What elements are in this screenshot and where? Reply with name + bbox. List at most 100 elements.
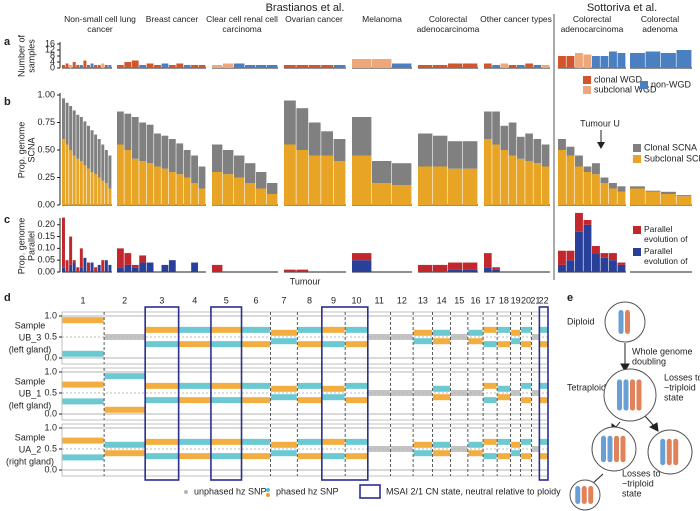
annotation: Tumour U [580,118,620,128]
unphased-band [368,334,391,340]
bar-segment [76,158,80,205]
chromosome [618,310,624,334]
bar-segment [245,163,256,183]
bar-segment [62,267,65,272]
bar-segment [484,253,492,268]
phased-band [413,441,433,448]
legend-swatch [359,484,381,499]
bar [131,60,139,68]
bar-segment [76,267,80,272]
phased-band [483,382,497,389]
legend-dot [266,493,270,497]
bar [418,65,433,68]
hom-band [521,427,531,429]
phased-band [145,382,179,389]
group-label: Breast cancer [145,14,199,24]
hom-band [242,469,270,471]
sample-label: Sample [15,376,46,386]
bar-segment [79,161,83,205]
phased-band [62,381,104,388]
phased-band [242,438,270,445]
bar-segment [296,108,309,150]
chromosome-label: 15 [454,295,464,305]
bar-segment [104,150,108,183]
bar-segment [139,255,147,263]
unphased-band [391,334,413,340]
hom-band [539,357,548,359]
chromosome [636,379,642,411]
hom-band [104,427,145,429]
bar-segment [62,217,65,268]
bar-segment [234,177,245,205]
phased-band [270,394,297,401]
sample-frame [61,423,549,477]
phased-band [497,326,511,333]
hom-band [145,427,179,429]
bar [448,63,463,68]
group-label-box: Melanoma [362,14,402,24]
bar-segment [83,165,87,205]
bar-segment [418,166,433,205]
legend-label: Parallel evolution of 2/1 [644,246,688,268]
hom-band [451,371,468,373]
bar-segment [117,144,124,205]
chromosome-label: 18 [499,295,509,305]
bar [372,59,392,68]
bar-segment [90,262,94,272]
hom-band [451,357,468,359]
state-label: Tetraploid [567,382,606,392]
y-tick-label: 0.5 [44,443,57,453]
legend-swatch [583,76,591,84]
bar-segment [117,111,124,145]
bar [630,53,645,68]
phased-band [539,382,548,389]
y-tick-label: 0.00 [37,266,55,276]
hom-band [345,315,368,317]
bar-segment [484,139,492,205]
hom-band [179,427,211,429]
y-tick-label: 16 [45,38,55,48]
y-axis-label: Prop. genome [16,218,26,275]
chromosome [617,379,622,411]
group-label: Clear cell renal cell carcinoma [206,14,278,34]
unphased-band [531,446,539,452]
bar-segment [566,146,575,156]
phased-band [242,453,270,460]
hom-band [483,357,497,359]
phased-band [270,441,297,448]
panel-label: b [4,96,11,108]
bar-segment [245,183,256,205]
hom-band [322,413,345,415]
bar [592,56,600,68]
phased-band [179,438,211,445]
bar-segment [69,236,73,265]
hom-band [345,469,368,471]
bar [541,65,550,68]
x-axis-label: Tumour [290,276,321,286]
hom-band [497,371,511,373]
hom-band [322,357,345,359]
legend-swatch [640,81,648,89]
hom-band [345,413,368,415]
hom-band [521,413,531,415]
phased-band [433,450,451,457]
legend-label: subclonal WGD [594,84,657,94]
phased-band [483,397,497,404]
chromosome [660,438,666,466]
y-tick-label: 0.50 [37,144,55,154]
hom-band [104,413,145,415]
phased-band [242,397,270,404]
bar-segment [256,188,267,205]
bar-segment [296,150,309,205]
bar [661,53,676,68]
chromosome-label: 9 [331,295,336,305]
unphased-band [413,390,433,396]
phased-band [62,350,104,357]
bar-segment [146,163,154,205]
group-label-box: Colorectal adenocarcinoma [417,14,480,34]
sample-label: UA_2 [19,444,42,454]
bar-segment [72,155,76,205]
phased-band [511,338,521,345]
phased-band [322,385,345,392]
phased-band [179,382,211,389]
